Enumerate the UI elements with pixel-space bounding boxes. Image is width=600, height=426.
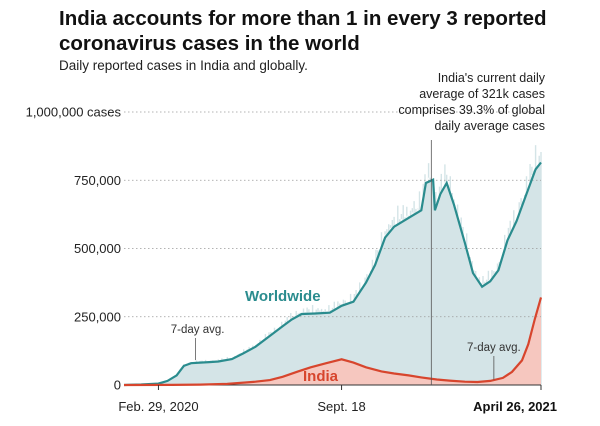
world-line (123, 161, 542, 387)
y-tick-label: 0 (114, 378, 121, 393)
world-area (124, 162, 541, 385)
x-tick-label: Sept. 18 (317, 399, 365, 414)
x-tick-labels: Feb. 29, 2020 Sept. 18 April 26, 2021 (118, 385, 557, 414)
annotations: India's current daily average of 321k cas… (171, 71, 546, 385)
chart-title: India accounts for more than 1 in every … (59, 7, 547, 55)
avg-world-annotation: 7-day avg. (171, 324, 225, 336)
gridlines (124, 111, 541, 386)
current-average-annotation: daily average cases (435, 119, 545, 133)
current-average-annotation: average of 321k cases (419, 87, 545, 101)
current-average-annotation: India's current daily (438, 71, 546, 85)
india-line (123, 297, 543, 387)
series-label-india: India (303, 368, 339, 385)
y-tick-label: 750,000 (74, 173, 121, 188)
y-tick-label: 250,000 (74, 309, 121, 324)
y-tick-label: 500,000 (74, 241, 121, 256)
chart-subtitle: Daily reported cases in India and global… (59, 58, 308, 73)
y-tick-label: 1,000,000 cases (26, 105, 122, 120)
avg-india-annotation: 7-day avg. (467, 342, 521, 354)
india-area (124, 297, 541, 385)
x-tick-label: Feb. 29, 2020 (118, 399, 198, 414)
x-tick-label: April 26, 2021 (473, 399, 557, 414)
y-tick-labels: 0 250,000 500,000 750,000 1,000,000 cases (26, 105, 122, 393)
series-labels: Worldwide India (245, 288, 339, 385)
current-average-annotation: comprises 39.3% of global (398, 103, 545, 117)
series-label-worldwide: Worldwide (245, 288, 321, 305)
